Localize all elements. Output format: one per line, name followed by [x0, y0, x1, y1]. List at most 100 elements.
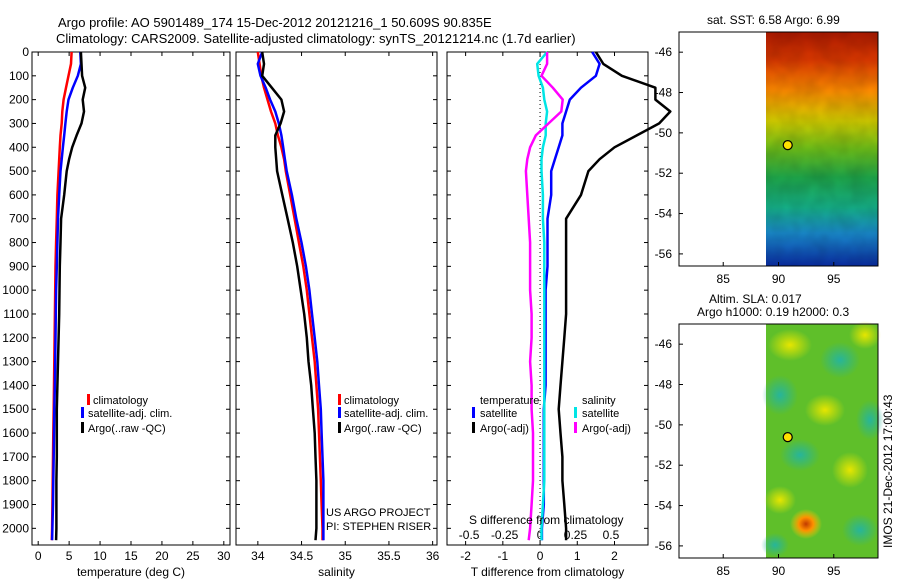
legend-swatch-climatology — [338, 394, 341, 405]
legend-swatch-sal-satellite — [574, 407, 577, 418]
s-tick-label: -0.5 — [459, 528, 480, 542]
x-tick-label: 25 — [186, 549, 200, 563]
x-tick-label: 35.5 — [377, 549, 401, 563]
lat-tick-label: -54 — [655, 207, 673, 221]
series-sal-argo — [260, 51, 318, 541]
series-tdiff-argo — [557, 51, 672, 541]
sla-blob — [768, 329, 812, 361]
y-tick-label: 1800 — [2, 474, 29, 488]
argo-float-marker — [782, 432, 793, 443]
sla-blob — [832, 452, 868, 488]
x-tick-label: 34 — [251, 549, 265, 563]
lon-tick-label: 95 — [827, 564, 841, 578]
y-tick-label: 300 — [9, 116, 29, 130]
legend-swatch-satellite — [81, 407, 84, 418]
lat-tick-label: -46 — [655, 337, 673, 351]
x-tick-label: -1 — [497, 549, 508, 563]
y-tick-label: 600 — [9, 188, 29, 202]
argo-float-marker — [782, 140, 793, 151]
lon-tick-label: 85 — [717, 564, 731, 578]
lat-tick-label: -48 — [655, 378, 673, 392]
legend-swatch-temp-argo — [472, 422, 475, 433]
x-tick-label: 34.5 — [290, 549, 314, 563]
sla-blob — [842, 514, 878, 546]
x-tick-label: 0 — [537, 549, 544, 563]
y-tick-label: 1400 — [2, 378, 29, 392]
y-tick-label: 1700 — [2, 450, 29, 464]
legend-swatch-argo — [338, 422, 341, 433]
credit-pi: PI: STEPHEN RISER — [326, 521, 431, 533]
sst-texture — [766, 32, 878, 266]
lat-tick-label: -56 — [655, 539, 673, 553]
y-tick-label: 400 — [9, 140, 29, 154]
y-tick-label: 1500 — [2, 402, 29, 416]
y-tick-label: 0 — [22, 45, 29, 59]
y-tick-label: 1200 — [2, 331, 29, 345]
legend-sal-header: salinity — [582, 395, 616, 407]
x-tick-label: 15 — [124, 549, 138, 563]
temperature-panel: 0100200300400500600700800900100011001200… — [2, 45, 231, 579]
legend-swatch-temp-satellite — [472, 407, 475, 418]
s-tick-label: 0.25 — [564, 528, 588, 542]
x-tick-label: 10 — [93, 549, 107, 563]
temperature-legend: climatology satellite-adj. clim. Argo(..… — [81, 394, 172, 435]
y-tick-label: 1100 — [3, 307, 29, 321]
legend-label-satellite: satellite-adj. clim. — [344, 408, 428, 420]
salinity-legend: climatology satellite-adj. clim. Argo(..… — [338, 394, 428, 435]
sla-map-title-2: Argo h1000: 0.19 h2000: 0.3 — [697, 305, 849, 319]
sst-map-title: sat. SST: 6.58 Argo: 6.99 — [707, 13, 840, 27]
legend-swatch-climatology — [87, 394, 90, 405]
y-tick-label: 200 — [9, 93, 29, 107]
sla-blob — [764, 486, 796, 514]
y-tick-label: 800 — [9, 236, 29, 250]
legend-label-sal-argo: Argo(-adj) — [582, 423, 631, 435]
x-tick-label: 1 — [574, 549, 581, 563]
y-tick-label: 500 — [9, 164, 29, 178]
legend-label-sal-satellite: satellite — [582, 408, 619, 420]
s-tick-label: 0.5 — [603, 528, 620, 542]
lon-tick-label: 90 — [772, 564, 786, 578]
lat-tick-label: -50 — [655, 126, 673, 140]
x-tick-label: 0 — [35, 549, 42, 563]
lon-tick-label: 95 — [827, 272, 841, 286]
series-sdiff-satellite — [535, 51, 549, 541]
sla-blob — [849, 321, 881, 349]
s-difference-label: S difference from climatology — [469, 513, 624, 527]
lat-tick-label: -48 — [655, 86, 673, 100]
sla-blob — [761, 533, 789, 557]
y-tick-label: 1000 — [2, 283, 29, 297]
lat-tick-label: -46 — [655, 45, 673, 59]
sla-blob — [805, 394, 845, 426]
series-temp-satellite — [50, 51, 83, 541]
x-tick-label: -2 — [460, 549, 471, 563]
sla-map-ticks: -46 -48 -50 -52 -54 -56 85 90 95 — [655, 337, 841, 578]
credit-project: US ARGO PROJECT — [326, 507, 431, 519]
legend-label-climatology: climatology — [93, 395, 149, 407]
sla-blob — [820, 342, 860, 378]
series-sal-satellite — [256, 51, 325, 541]
legend-swatch-sal-argo — [574, 422, 577, 433]
x-tick-label: 36 — [426, 549, 440, 563]
x-axis-label: salinity — [318, 565, 355, 579]
lat-tick-label: -52 — [655, 166, 673, 180]
lon-tick-label: 90 — [772, 272, 786, 286]
y-tick-label: 2000 — [2, 521, 29, 535]
x-tick-label: 5 — [66, 549, 73, 563]
y-tick-label: 100 — [9, 69, 29, 83]
s-tick-label: -0.25 — [491, 528, 519, 542]
y-tick-label: 1600 — [2, 426, 29, 440]
title-line-2: Climatology: CARS2009. Satellite-adjuste… — [56, 31, 576, 46]
lat-tick-label: -54 — [655, 499, 673, 513]
lat-tick-label: -56 — [655, 247, 673, 261]
y-tick-label: 1300 — [2, 355, 29, 369]
x-tick-label: 20 — [155, 549, 169, 563]
y-tick-label: 1900 — [2, 498, 29, 512]
series-sal-climatology — [256, 51, 324, 541]
legend-label-temp-argo: Argo(-adj) — [480, 423, 529, 435]
sla-blobs — [761, 321, 884, 557]
x-tick-label: 35 — [339, 549, 353, 563]
y-tick-label: 900 — [9, 259, 29, 273]
series-sdiff-argo — [524, 52, 564, 541]
s-tick-label: 0 — [537, 528, 544, 542]
legend-label-temp-satellite: satellite — [480, 408, 517, 420]
